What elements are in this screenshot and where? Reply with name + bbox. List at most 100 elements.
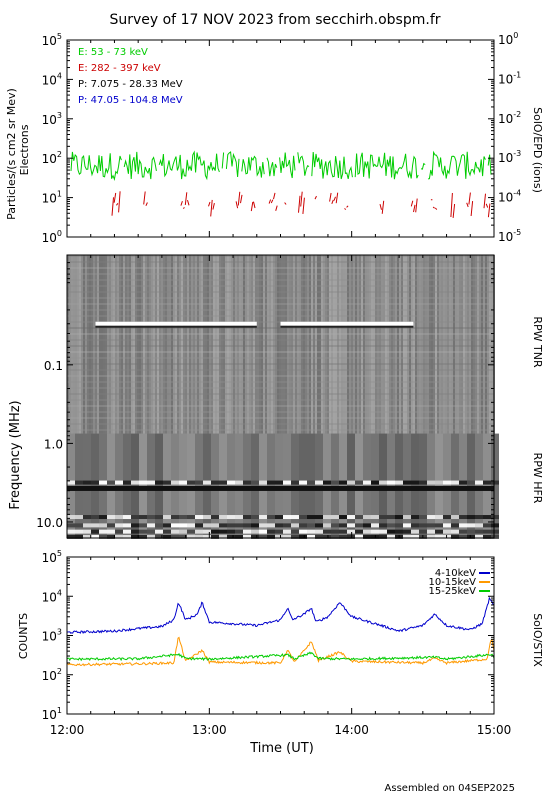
rpw-hfr-band-cell xyxy=(131,534,139,539)
rpw-hfr-band-cell xyxy=(299,480,307,485)
rpw-hfr-band-cell xyxy=(131,515,139,520)
rpw-tnr-row xyxy=(67,387,494,389)
rpw-hfr-band-cell xyxy=(123,480,131,485)
rpw-tnr-column xyxy=(185,255,187,434)
rpw-hfr-band-cell xyxy=(155,523,163,528)
rpw-hfr-band-cell xyxy=(307,534,315,539)
rpw-tnr-row xyxy=(67,279,494,281)
rpw-tnr-column xyxy=(487,255,489,434)
rpw-hfr-band-cell xyxy=(75,515,83,520)
rpw-tnr-row xyxy=(67,405,494,407)
rpw-tnr-label: RPW TNR xyxy=(531,316,544,368)
rpw-tnr-column xyxy=(141,255,143,434)
rpw-hfr-band-cell xyxy=(139,480,147,485)
rpw-tnr-column xyxy=(197,255,199,434)
rpw-hfr-band-cell xyxy=(147,534,155,539)
rpw-hfr-band-cell xyxy=(179,480,187,485)
rpw-hfr-column xyxy=(243,433,251,538)
rpw-tnr-column xyxy=(135,255,137,434)
x-tick-label: 15:00 xyxy=(477,723,512,737)
rpw-tnr-column xyxy=(209,255,211,434)
rpw-hfr-band-cell xyxy=(139,515,147,520)
epd-ylabel-line2: Electrons xyxy=(18,124,31,175)
rpw-hfr-band-cell xyxy=(291,534,299,539)
rpw-hfr-band-cell xyxy=(67,529,75,534)
epd-y2-tick-label: 10-3 xyxy=(498,149,521,165)
rpw-tnr-column xyxy=(475,255,477,434)
rpw-tnr-row xyxy=(67,381,494,383)
stix-y-tick-label: 102 xyxy=(42,667,62,683)
rpw-tnr-column xyxy=(483,255,485,434)
rpw-hfr-column xyxy=(363,433,371,538)
rpw-hfr-band-cell xyxy=(427,529,435,534)
rpw-tnr-column xyxy=(421,255,423,434)
rpw-hfr-band-cell xyxy=(347,534,355,539)
rpw-hfr-band-cell xyxy=(331,534,339,539)
rpw-tnr-column xyxy=(149,255,151,434)
rpw-tnr-column xyxy=(369,255,371,434)
rpw-hfr-band-cell xyxy=(195,515,203,520)
rpw-hfr-band-cell xyxy=(251,523,259,528)
rpw-hfr-band-cell xyxy=(283,523,291,528)
rpw-tnr-column xyxy=(339,255,341,434)
rpw-hfr-band-cell xyxy=(115,480,123,485)
rpw-hfr-band-cell xyxy=(411,523,419,528)
rpw-tnr-column xyxy=(95,255,97,434)
rpw-hfr-band-cell xyxy=(427,534,435,539)
rpw-hfr-band-cell xyxy=(155,480,163,485)
rpw-tnr-column xyxy=(423,255,425,434)
rpw-hfr-band-cell xyxy=(203,529,211,534)
rpw-hfr-band-cell xyxy=(331,523,339,528)
rpw-hfr-band-cell xyxy=(451,534,459,539)
rpw-hfr-column xyxy=(267,433,275,538)
rpw-tnr-row xyxy=(67,423,494,425)
rpw-tnr-column xyxy=(151,255,153,434)
rpw-hfr-band-cell xyxy=(251,534,259,539)
rpw-tnr-column xyxy=(71,255,73,434)
rpw-hfr-band-cell xyxy=(307,523,315,528)
rpw-hfr-column xyxy=(355,433,363,538)
rpw-tnr-column xyxy=(147,255,149,434)
rpw-tnr-row xyxy=(67,399,494,401)
rpw-hfr-band-cell xyxy=(131,523,139,528)
rpw-tnr-column xyxy=(333,255,335,434)
rpw-hfr-band-cell xyxy=(123,523,131,528)
rpw-tnr-column xyxy=(247,255,249,434)
x-axis-label: Time (UT) xyxy=(249,741,314,756)
rpw-hfr-band-cell xyxy=(83,534,91,539)
rpw-tnr-column xyxy=(325,255,327,434)
epd-legend-2: P: 7.075 - 28.33 MeV xyxy=(78,79,183,90)
rpw-hfr-band-cell xyxy=(419,529,427,534)
rpw-tnr-row xyxy=(67,291,494,293)
rpw-hfr-band-cell xyxy=(451,480,459,485)
rpw-hfr-band-cell xyxy=(467,523,475,528)
rpw-hfr-band-cell xyxy=(243,529,251,534)
rpw-tnr-column xyxy=(425,255,427,434)
rpw-tnr-column xyxy=(437,255,439,434)
rpw-tnr-column xyxy=(349,255,351,434)
epd-y2-tick-label: 10-4 xyxy=(498,189,521,205)
rpw-tnr-column xyxy=(129,255,131,434)
rpw-y-tick-label: 0.1 xyxy=(44,359,63,373)
rpw-hfr-column xyxy=(483,433,491,538)
rpw-tnr-column xyxy=(315,255,317,434)
rpw-hfr-band-cell xyxy=(235,534,243,539)
rpw-hfr-band-cell xyxy=(291,529,299,534)
rpw-hfr-band-cell xyxy=(451,523,459,528)
rpw-tnr-column xyxy=(207,255,209,434)
rpw-hfr-band-cell xyxy=(139,523,147,528)
rpw-hfr-band-cell xyxy=(299,534,307,539)
rpw-hfr-band-cell xyxy=(179,529,187,534)
rpw-hfr-band-cell xyxy=(315,480,323,485)
rpw-hfr-band-cell xyxy=(291,523,299,528)
rpw-hfr-band-cell xyxy=(403,523,411,528)
rpw-tnr-column xyxy=(413,255,415,434)
epd-ylabel-line1: Particles/(s cm2 sr Mev) xyxy=(5,88,18,220)
rpw-tnr-column xyxy=(391,255,393,434)
rpw-tnr-column xyxy=(309,255,311,434)
rpw-hfr-band-cell xyxy=(363,529,371,534)
rpw-hfr-band-cell xyxy=(443,523,451,528)
rpw-tnr-column xyxy=(375,255,377,434)
rpw-tnr-column xyxy=(301,255,303,434)
rpw-hfr-band-cell xyxy=(323,523,331,528)
